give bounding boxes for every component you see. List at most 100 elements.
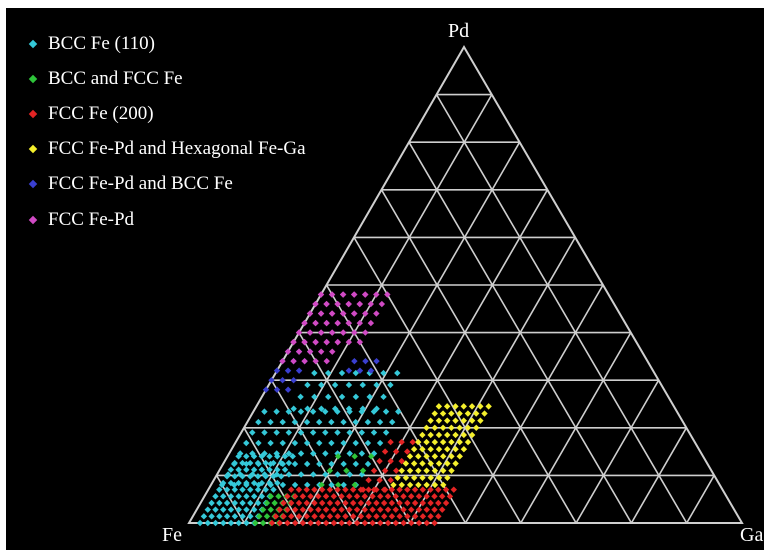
data-point [444,460,451,467]
data-point [369,493,376,500]
data-point [435,417,443,424]
data-point [227,506,235,513]
data-point [423,424,430,431]
data-point [270,486,277,493]
grid-line-ga [464,284,604,524]
data-point [318,486,326,493]
data-point [357,499,365,507]
data-point [339,310,347,317]
data-point [431,410,438,417]
data-point [384,519,392,527]
data-point [456,410,463,417]
data-point [352,460,360,468]
data-point [444,417,451,424]
data-point [427,499,434,507]
data-point [249,429,256,436]
data-point [263,499,271,507]
data-point [444,474,451,481]
data-point [231,473,238,480]
data-point [212,493,219,500]
data-point [431,493,438,500]
data-point [340,439,347,447]
data-point [388,418,396,426]
plot-panel: Pd Fe Ga BCC Fe (110) BCC and FCC Fe FCC… [6,8,764,550]
data-point [345,381,353,389]
data-point [370,429,378,436]
data-point [351,310,358,317]
data-point [427,417,434,424]
data-point [322,493,330,500]
data-point [307,506,314,513]
data-point [231,513,239,520]
data-point [388,486,396,493]
data-point [415,493,423,500]
data-point [365,486,372,493]
data-point [309,429,317,436]
data-point [423,438,430,446]
data-point [311,369,318,377]
data-point [288,499,295,507]
data-point [309,408,317,415]
data-point [373,357,380,365]
data-point [448,410,455,417]
data-point [423,493,430,500]
data-point [204,506,211,513]
data-point [262,486,269,493]
legend-label: FCC Fe-Pd and BCC Fe [48,173,233,195]
data-point [362,357,369,365]
data-point [439,438,447,446]
data-point [456,424,463,431]
data-point [290,357,297,365]
data-point [231,499,239,507]
data-point [431,438,439,446]
data-point [406,453,414,460]
data-point [258,479,266,487]
data-point [267,481,274,489]
data-point [301,357,308,365]
data-point [362,291,369,298]
data-point [444,446,451,453]
data-point [322,450,329,457]
data-point [410,460,418,467]
data-point [334,429,341,436]
data-point [285,459,293,467]
data-point [394,369,401,377]
data-point [268,377,275,384]
data-point [331,381,339,389]
data-point [318,405,325,412]
data-point [431,424,438,431]
data-point [392,506,399,513]
data-point [235,519,242,527]
data-point [328,418,335,426]
data-point [351,357,358,365]
data-point [312,357,319,365]
data-point [330,506,338,513]
data-point [377,519,384,527]
ternary-plot [187,45,744,527]
data-point [267,439,274,447]
data-point [373,513,380,520]
data-point [431,506,438,513]
grid-line-fe [380,189,577,524]
data-point [249,450,256,457]
data-point [398,438,405,446]
data-point [304,381,311,389]
data-point [431,481,439,489]
data-point [342,486,349,493]
data-point [243,481,250,489]
data-point [301,319,308,327]
data-point [261,408,268,415]
data-point [352,418,359,426]
data-point [448,424,455,431]
data-point [352,369,360,377]
data-point [359,381,366,389]
data-point [473,410,480,417]
data-point [254,473,262,480]
data-point [303,499,310,507]
data-point [243,466,250,473]
data-point [376,418,384,426]
data-point [204,519,212,527]
data-point [246,459,254,467]
legend-label: FCC Fe-Pd and Hexagonal Fe-Ga [48,138,306,160]
data-point [364,460,372,468]
